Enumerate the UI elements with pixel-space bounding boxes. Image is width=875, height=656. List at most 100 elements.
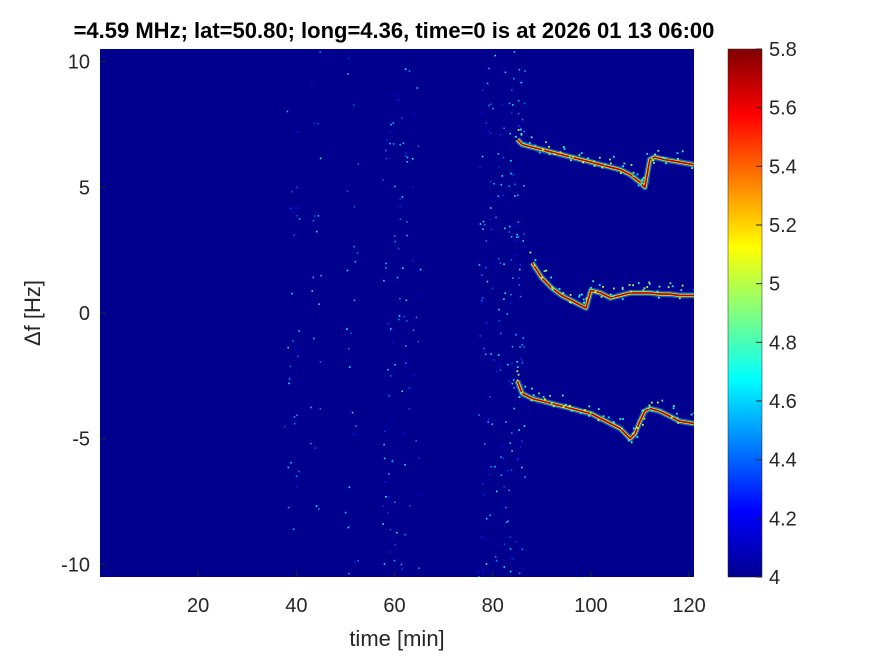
noise-speck bbox=[523, 233, 525, 235]
noise-speck bbox=[354, 560, 356, 563]
noise-speck bbox=[497, 354, 500, 356]
trace-speck bbox=[609, 162, 612, 165]
noise-speck bbox=[495, 490, 498, 493]
noise-speck bbox=[391, 460, 394, 463]
trace-speck bbox=[643, 417, 646, 420]
noise-speck bbox=[298, 330, 300, 332]
noise-speck bbox=[417, 295, 420, 297]
noise-speck bbox=[406, 234, 408, 237]
noise-speck bbox=[511, 557, 514, 560]
y-tick-label: 10 bbox=[68, 52, 90, 74]
noise-speck bbox=[512, 277, 514, 279]
noise-speck bbox=[357, 560, 359, 562]
noise-speck bbox=[354, 261, 357, 263]
noise-speck bbox=[392, 143, 395, 145]
noise-speck bbox=[412, 373, 415, 376]
noise-speck bbox=[483, 493, 486, 496]
noise-speck bbox=[315, 505, 318, 507]
noise-speck bbox=[478, 576, 480, 577]
x-tick-label: 120 bbox=[672, 595, 705, 617]
noise-speck bbox=[318, 303, 320, 305]
trace-speck bbox=[669, 282, 672, 285]
noise-speck bbox=[403, 315, 405, 318]
noise-speck bbox=[481, 299, 483, 302]
noise-speck bbox=[293, 422, 296, 425]
noise-speck bbox=[506, 313, 509, 315]
trace-3 bbox=[516, 380, 694, 440]
noise-speck bbox=[501, 445, 503, 448]
trace-speck bbox=[642, 409, 644, 412]
noise-speck bbox=[512, 173, 514, 176]
trace-speck bbox=[653, 162, 655, 164]
trace-speck bbox=[609, 293, 612, 296]
noise-speck bbox=[502, 194, 504, 196]
noise-speck bbox=[519, 264, 522, 266]
noise-speck bbox=[510, 172, 512, 175]
noise-speck bbox=[402, 267, 404, 269]
noise-speck bbox=[346, 269, 349, 272]
noise-speck bbox=[513, 254, 516, 257]
noise-speck bbox=[286, 110, 289, 113]
trace-speck bbox=[696, 425, 698, 427]
noise-speck bbox=[385, 139, 388, 141]
noise-speck bbox=[487, 538, 489, 540]
trace-speck bbox=[545, 141, 547, 144]
trace-speck bbox=[621, 427, 623, 430]
trace-speck bbox=[592, 280, 595, 283]
noise-speck bbox=[508, 489, 510, 492]
noise-speck bbox=[479, 335, 482, 337]
noise-speck bbox=[348, 486, 351, 488]
trace-speck bbox=[613, 287, 615, 290]
noise-speck bbox=[511, 111, 513, 114]
trace-speck bbox=[570, 301, 573, 304]
noise-speck bbox=[315, 230, 318, 233]
trace-speck bbox=[642, 176, 645, 179]
noise-speck bbox=[387, 368, 389, 371]
noise-speck bbox=[297, 255, 299, 257]
noise-speck bbox=[287, 346, 289, 349]
noise-speck bbox=[509, 442, 512, 444]
noise-speck bbox=[289, 365, 292, 368]
trace-speck bbox=[545, 269, 548, 272]
noise-speck bbox=[317, 215, 320, 217]
noise-speck bbox=[487, 130, 490, 133]
noise-speck bbox=[485, 122, 488, 124]
trace-speck bbox=[559, 151, 562, 154]
noise-speck bbox=[518, 68, 521, 71]
noise-speck bbox=[490, 353, 492, 355]
noise-speck bbox=[517, 125, 520, 127]
trace-speck bbox=[648, 404, 651, 407]
noise-speck bbox=[505, 521, 508, 524]
noise-speck bbox=[298, 218, 301, 220]
noise-speck bbox=[489, 132, 492, 134]
noise-speck bbox=[295, 215, 298, 217]
noise-speck bbox=[408, 70, 411, 72]
trace-speck bbox=[530, 136, 533, 139]
noise-speck bbox=[383, 443, 385, 446]
noise-speck bbox=[524, 476, 526, 478]
noise-speck bbox=[296, 355, 299, 358]
y-tick-label: 0 bbox=[79, 303, 90, 325]
noise-speck bbox=[419, 493, 421, 496]
noise-speck bbox=[296, 414, 298, 416]
trace-speck bbox=[517, 373, 520, 376]
trace-speck bbox=[531, 387, 533, 390]
noise-speck bbox=[350, 332, 352, 335]
noise-speck bbox=[489, 514, 491, 517]
noise-speck bbox=[524, 246, 526, 248]
trace-speck bbox=[632, 171, 635, 174]
noise-speck bbox=[517, 194, 519, 197]
noise-speck bbox=[400, 117, 403, 120]
noise-speck bbox=[348, 525, 351, 528]
noise-speck bbox=[411, 158, 414, 160]
trace-speck bbox=[542, 148, 544, 151]
noise-speck bbox=[396, 531, 398, 534]
noise-speck bbox=[317, 123, 319, 125]
trace-speck bbox=[640, 182, 643, 185]
trace-speck bbox=[612, 155, 615, 158]
noise-speck bbox=[419, 268, 422, 271]
noise-speck bbox=[393, 559, 396, 562]
trace-speck bbox=[598, 156, 601, 159]
noise-speck bbox=[514, 195, 516, 197]
colorbar-tick-label: 5.8 bbox=[769, 39, 797, 61]
